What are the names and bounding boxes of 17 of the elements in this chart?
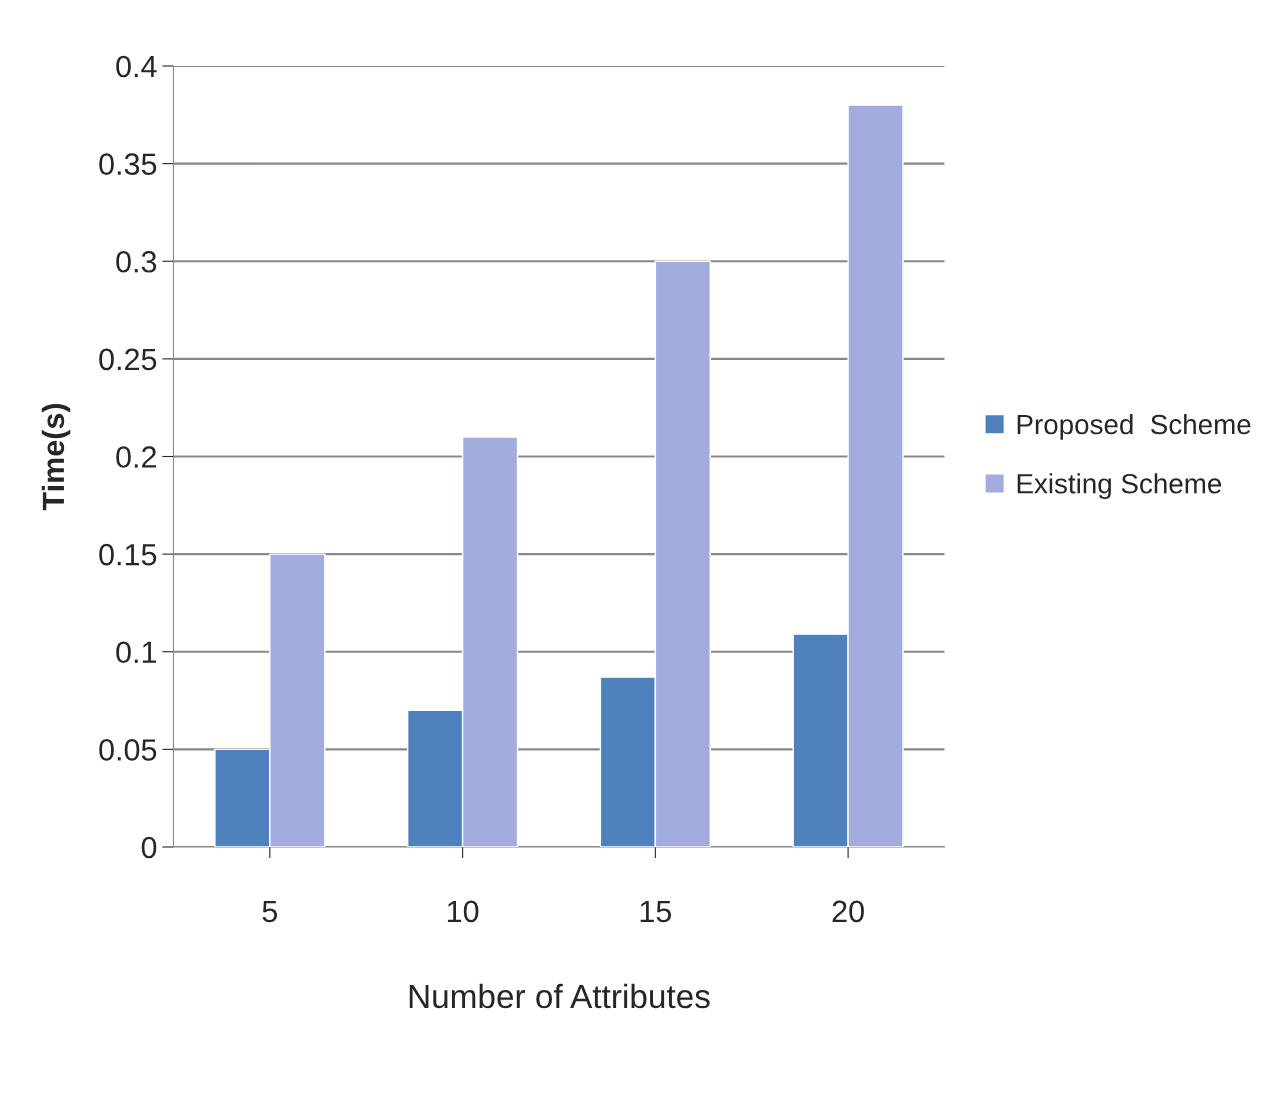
y-tick-label: 0.15 [99,543,157,566]
x-tick-label: 20 [832,900,864,923]
x-tick-label: 15 [640,900,672,923]
y-tick-label: 0.35 [99,153,157,175]
y-axis-title: Time(s) [41,403,71,511]
legend-label: Proposed Scheme [1017,413,1251,440]
y-tick-label: 0.05 [99,739,157,761]
y-tick-label: 0.4 [116,55,157,78]
y-tick-label: 0.25 [99,348,157,371]
x-tick-label: 10 [447,900,479,923]
y-tick-label: 0.1 [116,641,157,664]
y-tick-label: 0.2 [116,446,156,468]
x-tick-label: 5 [262,900,278,923]
legend-label: Existing Scheme [1017,473,1222,500]
y-tick-label: 0.3 [116,250,157,273]
y-tick-label: 0 [141,836,157,859]
x-axis-title: Number of Attributes [409,983,710,1009]
